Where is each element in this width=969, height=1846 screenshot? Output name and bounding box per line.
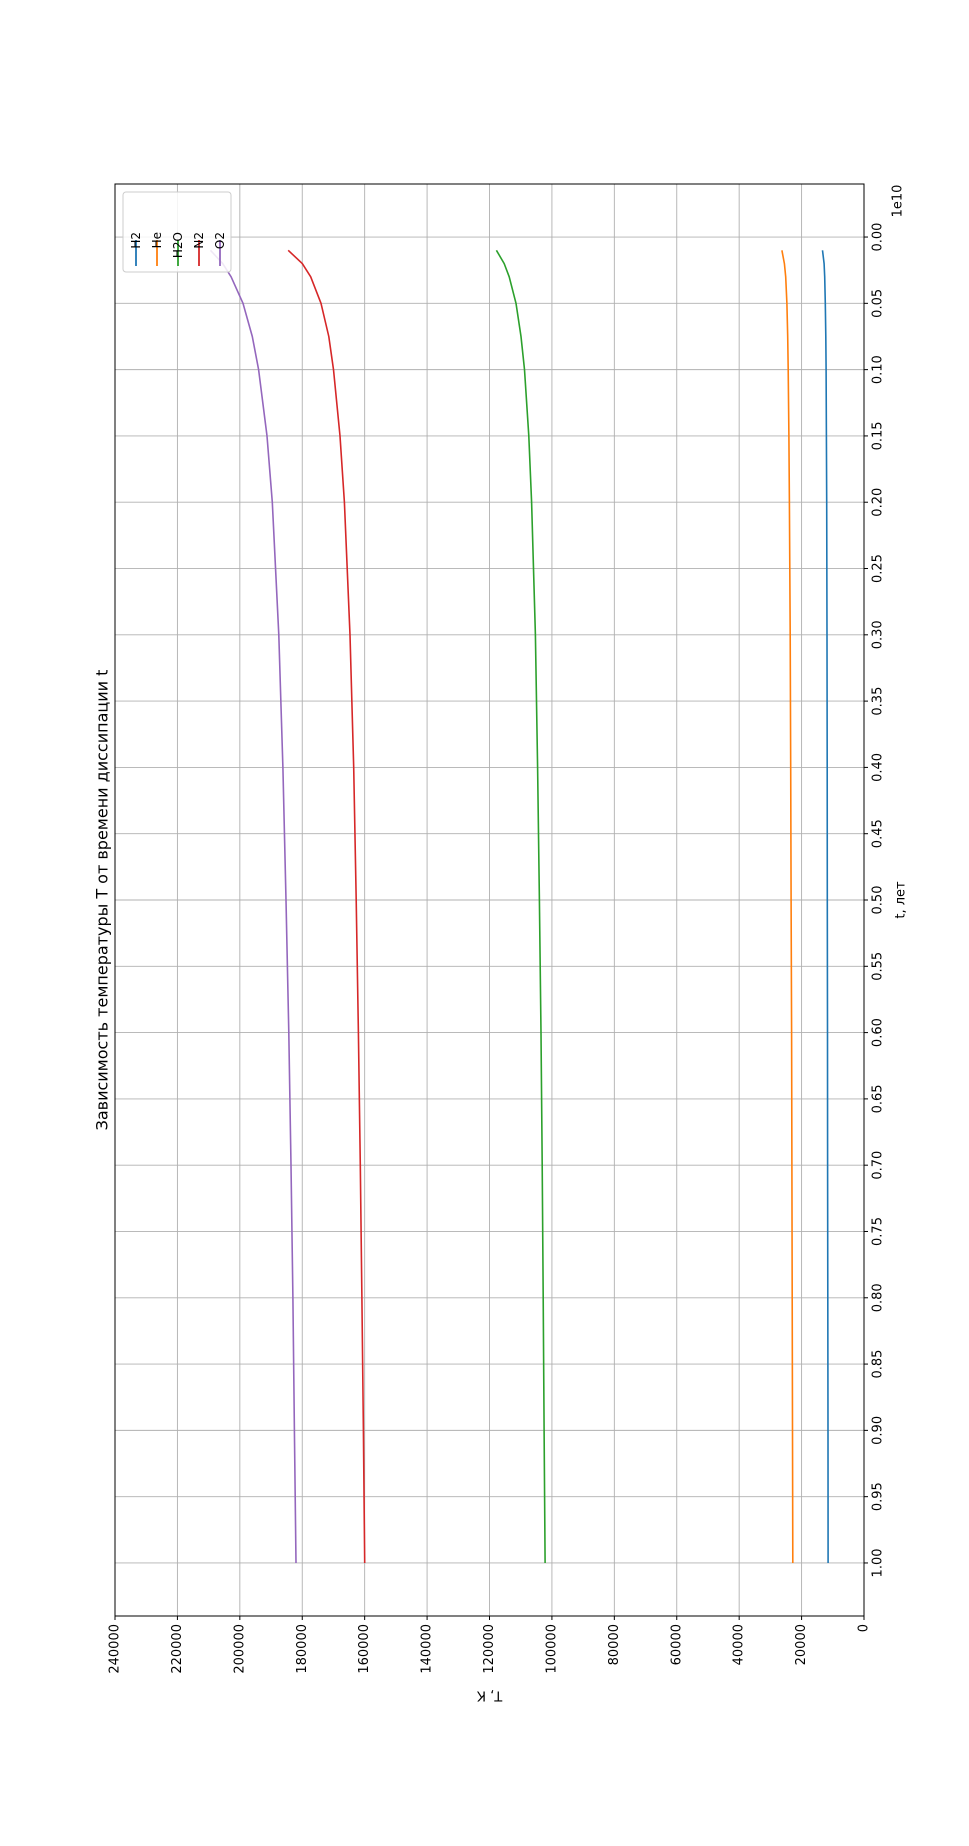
legend-box xyxy=(122,191,232,273)
y-tick-label: 120000 xyxy=(482,1624,497,1674)
y-tick-label: 60000 xyxy=(669,1624,684,1665)
y-tick-label: 20000 xyxy=(794,1624,809,1665)
y-axis-label: T, К xyxy=(477,1688,503,1703)
chart-title: Зависимость температуры T от времени дис… xyxy=(93,670,112,1131)
x-tick-label: 0.65 xyxy=(871,1084,886,1113)
series-line-h2o xyxy=(495,249,546,1564)
x-tick-label: 0.40 xyxy=(871,753,886,782)
x-tick-label: 0.75 xyxy=(871,1217,886,1246)
series-line-he xyxy=(781,250,794,1564)
y-tick-label: 80000 xyxy=(607,1624,622,1665)
y-tick-label: 140000 xyxy=(420,1624,435,1674)
x-tick-label: 0.10 xyxy=(871,355,886,384)
legend-label-h2: H2 xyxy=(129,232,143,249)
x-tick-label: 0.95 xyxy=(871,1482,886,1511)
x-tick-label: 0.80 xyxy=(871,1283,886,1312)
x-tick-label: 0.00 xyxy=(871,223,886,252)
ticks-group: 0.00 0.05 0.10 0.15 0.20 0.25 0.30 0.35 0.40 0.45… xyxy=(108,223,886,1674)
x-axis-label: t, лет xyxy=(894,881,909,919)
x-tick-label: 0.55 xyxy=(871,952,886,981)
legend-label-h2o: H2O xyxy=(171,232,185,258)
y-tick-label: 180000 xyxy=(295,1624,310,1674)
x-tick-label: 0.70 xyxy=(871,1151,886,1180)
x-tick-label: 0.45 xyxy=(871,819,886,848)
y-tick-label: 200000 xyxy=(232,1624,247,1674)
y-tick-label: 40000 xyxy=(732,1624,747,1665)
x-axis-offset-text: 1e10 xyxy=(891,185,906,218)
y-tick-label: 220000 xyxy=(170,1624,185,1674)
legend-label-n2: N2 xyxy=(192,232,206,249)
y-tick-label: 0 xyxy=(857,1624,872,1632)
series-group xyxy=(209,249,829,1564)
legend-label-he: He xyxy=(150,232,164,248)
legend: H2 He H2O N2 O2 xyxy=(122,191,232,273)
series-line-n2 xyxy=(287,249,366,1564)
y-tick-label: 240000 xyxy=(108,1624,123,1674)
y-tick-label: 160000 xyxy=(357,1624,372,1674)
grid xyxy=(114,184,865,1616)
series-line-h2 xyxy=(821,250,829,1564)
x-tick-label: 0.60 xyxy=(871,1018,886,1047)
x-tick-label: 0.50 xyxy=(871,886,886,915)
x-tick-label: 0.85 xyxy=(871,1350,886,1379)
x-tick-label: 0.20 xyxy=(871,488,886,517)
x-tick-label: 0.35 xyxy=(871,687,886,716)
x-tick-label: 0.90 xyxy=(871,1416,886,1445)
x-tick-label: 0.15 xyxy=(871,421,886,450)
x-tick-label: 0.30 xyxy=(871,620,886,649)
legend-label-o2: O2 xyxy=(213,232,227,249)
x-tick-label: 0.25 xyxy=(871,554,886,583)
y-tick-label: 100000 xyxy=(544,1624,559,1674)
x-tick-label: 1.00 xyxy=(871,1548,886,1577)
series-line-o2 xyxy=(209,249,297,1564)
x-tick-label: 0.05 xyxy=(871,289,886,318)
